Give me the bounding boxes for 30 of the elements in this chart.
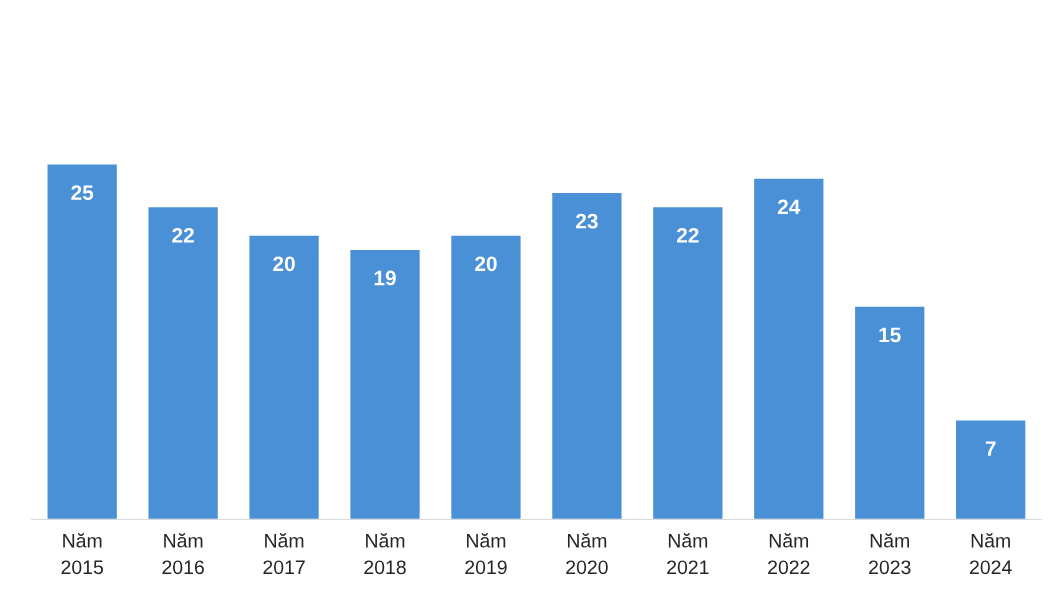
data-label: 20 <box>273 256 295 272</box>
data-label: 22 <box>676 227 699 243</box>
data-label: 23 <box>576 213 598 229</box>
bar <box>248 234 321 520</box>
data-label: 25 <box>71 185 94 201</box>
bar <box>449 234 522 520</box>
x-tick-label: Năm 2015 <box>61 533 103 575</box>
bar <box>147 205 220 520</box>
bar <box>954 419 1027 520</box>
data-label: 15 <box>879 327 901 343</box>
x-tick-label: Năm 2022 <box>768 533 810 575</box>
x-tick-label: Năm 2018 <box>364 533 406 575</box>
bar <box>853 305 926 520</box>
data-label: 7 <box>985 441 996 456</box>
x-tick-label: Năm 2017 <box>263 533 305 575</box>
bar <box>46 163 119 520</box>
data-label: 19 <box>374 270 396 286</box>
x-tick-label: Năm 2024 <box>970 533 1012 575</box>
x-tick-label: Năm 2023 <box>869 533 911 575</box>
bar <box>550 191 623 520</box>
data-label: 22 <box>172 227 194 243</box>
data-label: 24 <box>777 199 801 215</box>
x-tick-label: Năm 2016 <box>162 533 204 575</box>
data-label: 20 <box>475 256 497 272</box>
bar <box>348 248 422 520</box>
x-tick-label: Năm 2020 <box>566 533 608 575</box>
bar <box>651 205 724 520</box>
x-tick-label: Năm 2019 <box>465 533 507 575</box>
x-tick-label: Năm 2021 <box>667 533 709 575</box>
bar <box>752 177 825 520</box>
